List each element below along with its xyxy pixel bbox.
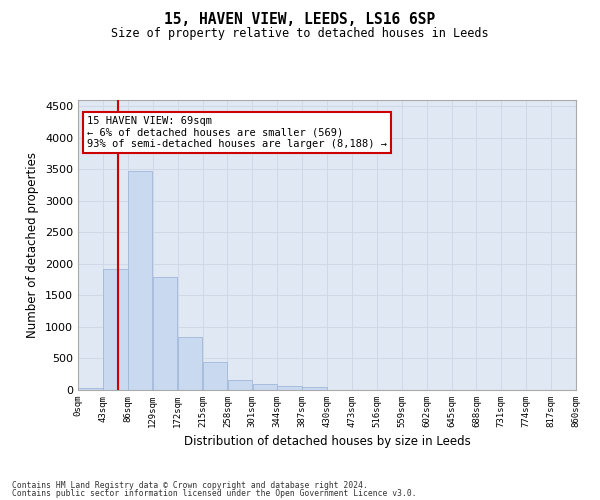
X-axis label: Distribution of detached houses by size in Leeds: Distribution of detached houses by size … bbox=[184, 436, 470, 448]
Bar bbox=[302, 387, 327, 390]
Text: Contains public sector information licensed under the Open Government Licence v3: Contains public sector information licen… bbox=[12, 489, 416, 498]
Y-axis label: Number of detached properties: Number of detached properties bbox=[26, 152, 40, 338]
Text: Contains HM Land Registry data © Crown copyright and database right 2024.: Contains HM Land Registry data © Crown c… bbox=[12, 480, 368, 490]
Text: 15, HAVEN VIEW, LEEDS, LS16 6SP: 15, HAVEN VIEW, LEEDS, LS16 6SP bbox=[164, 12, 436, 28]
Bar bbox=[277, 386, 302, 390]
Text: Size of property relative to detached houses in Leeds: Size of property relative to detached ho… bbox=[111, 28, 489, 40]
Bar bbox=[253, 384, 277, 390]
Bar bbox=[203, 362, 227, 390]
Bar bbox=[178, 337, 202, 390]
Bar bbox=[103, 269, 128, 390]
Bar bbox=[153, 277, 178, 390]
Bar bbox=[227, 380, 252, 390]
Text: 15 HAVEN VIEW: 69sqm
← 6% of detached houses are smaller (569)
93% of semi-detac: 15 HAVEN VIEW: 69sqm ← 6% of detached ho… bbox=[86, 116, 386, 149]
Bar bbox=[128, 170, 152, 390]
Bar bbox=[78, 388, 103, 390]
